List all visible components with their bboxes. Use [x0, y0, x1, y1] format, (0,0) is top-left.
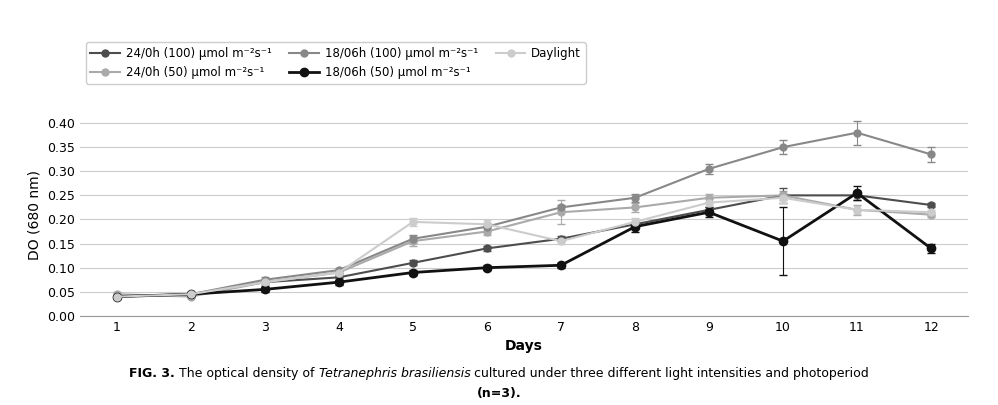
Y-axis label: DO (680 nm): DO (680 nm): [27, 170, 42, 260]
X-axis label: Days: Days: [505, 339, 543, 353]
Text: FIG. 3.: FIG. 3.: [129, 367, 179, 379]
Legend: 24/0h (100) μmol m⁻²s⁻¹, 24/0h (50) μmol m⁻²s⁻¹, 18/06h (100) μmol m⁻²s⁻¹, 18/06: 24/0h (100) μmol m⁻²s⁻¹, 24/0h (50) μmol…: [86, 43, 586, 84]
Text: The optical density of: The optical density of: [179, 367, 318, 379]
Text: cultured under three different light intensities and photoperiod: cultured under three different light int…: [470, 367, 869, 379]
Text: (n=3).: (n=3).: [477, 387, 521, 400]
Text: Tetranephris brasiliensis: Tetranephris brasiliensis: [318, 367, 470, 379]
